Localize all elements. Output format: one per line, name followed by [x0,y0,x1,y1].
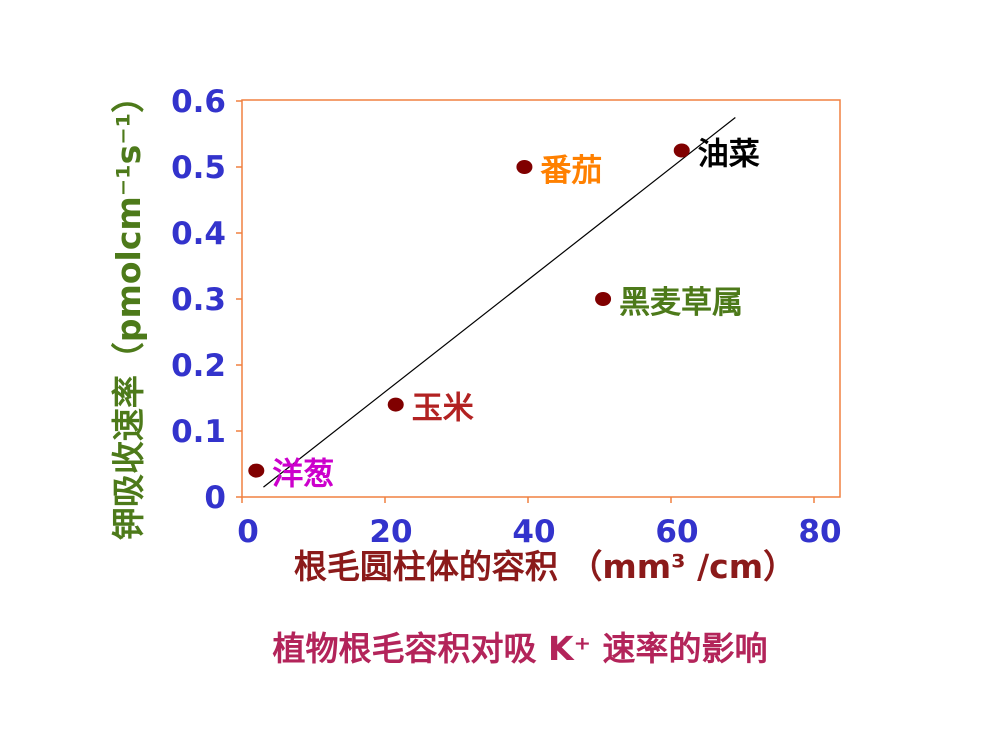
y-tick-label: 0.5 [171,150,226,186]
y-tick-label: 0.2 [171,348,226,384]
data-point [595,292,612,306]
data-point-label: 洋葱 [272,457,334,493]
y-tick-label: 0.6 [171,84,226,120]
trendline-group [263,117,736,488]
x-tick-label: 20 [369,514,412,550]
trendline [263,117,736,488]
data-point-label: 黑麦草属 [619,285,743,321]
data-point-label: 油菜 [698,137,760,173]
x-tick-label: 60 [655,514,698,550]
data-point [248,463,265,478]
data-point-label: 番茄 [540,153,602,189]
y-axis-title-unit: （pmolcm⁻¹s⁻¹） [109,80,148,375]
y-tick-label: 0.4 [171,216,226,252]
data-point [673,143,690,158]
y-axis-title-main: 钾吸收速率 [109,375,148,540]
y-tick-label: 0.3 [171,282,226,318]
data-point [516,160,533,174]
plot-frame-group [236,99,841,503]
y-tick-label: 0.1 [171,414,226,450]
x-tick-label: 40 [512,514,555,550]
chart-title: 植物根毛容积对吸 K⁺ 速率的影响 [273,629,768,668]
x-tick-label: 0 [237,514,259,550]
y-tick-label: 0 [204,480,226,516]
data-point-label: 玉米 [412,391,474,427]
y-axis-title: 钾吸收速率（pmolcm⁻¹s⁻¹） [109,80,148,540]
data-point [387,397,404,412]
x-axis-title: 根毛圆柱体的容积 （mm³ /cm） [294,547,796,586]
x-tick-label: 80 [798,514,841,550]
titles-group: 根毛圆柱体的容积 （mm³ /cm） 钾吸收速率（pmolcm⁻¹s⁻¹） 植物… [109,80,796,668]
tick-labels-group: 0 0.1 0.2 0.3 0.4 0.5 0.6 0 20 40 60 80 [171,84,841,550]
